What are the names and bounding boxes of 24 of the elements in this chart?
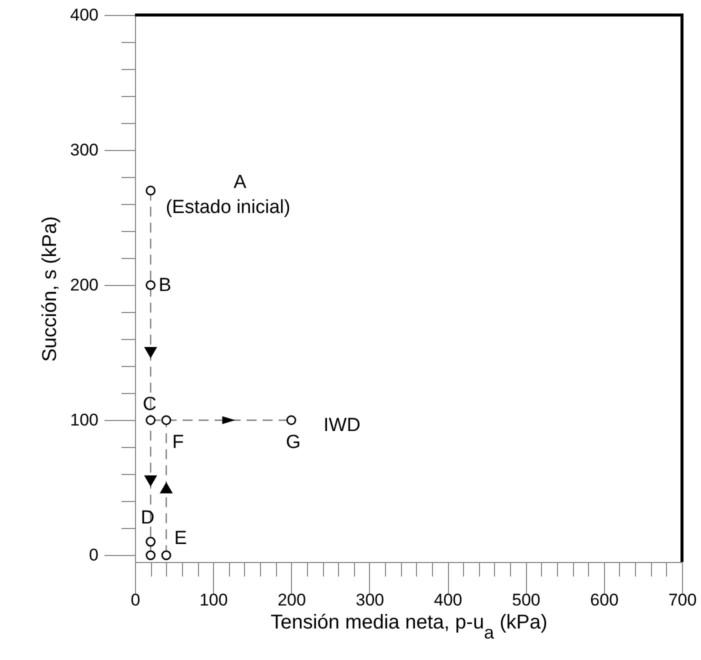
y-tick-label: 300 — [70, 140, 98, 160]
x-axis-title: Tensión media neta, p-u$_{a}$ (kPa) — [270, 612, 548, 642]
y-tick-label: 100 — [70, 410, 98, 430]
annotation: E — [174, 528, 187, 550]
x-tick-label: 700 — [668, 590, 697, 610]
annotation: G — [286, 432, 301, 454]
y-tick-label: 400 — [70, 6, 98, 24]
y-axis-title: Succión, s (kPa) — [39, 216, 62, 362]
y-tick-label: 0 — [89, 546, 98, 565]
annotation: IWD — [324, 415, 360, 436]
annotation: D — [140, 508, 154, 529]
x-tick-label: 500 — [512, 590, 540, 610]
annotation: C — [142, 394, 156, 416]
x-tick-label: 200 — [278, 590, 306, 610]
y-tick-label: 200 — [70, 276, 98, 295]
x-tick-label: 600 — [590, 590, 619, 610]
annotation: A — [234, 172, 247, 193]
annotation: B — [158, 275, 172, 296]
x-tick-label: 300 — [356, 590, 384, 610]
x-tick-label: 0 — [130, 590, 140, 610]
x-tick-label: 100 — [199, 590, 228, 610]
annotation: (Estado inicial) — [166, 197, 290, 218]
annotation: F — [172, 432, 184, 454]
x-tick-label: 400 — [434, 590, 462, 610]
